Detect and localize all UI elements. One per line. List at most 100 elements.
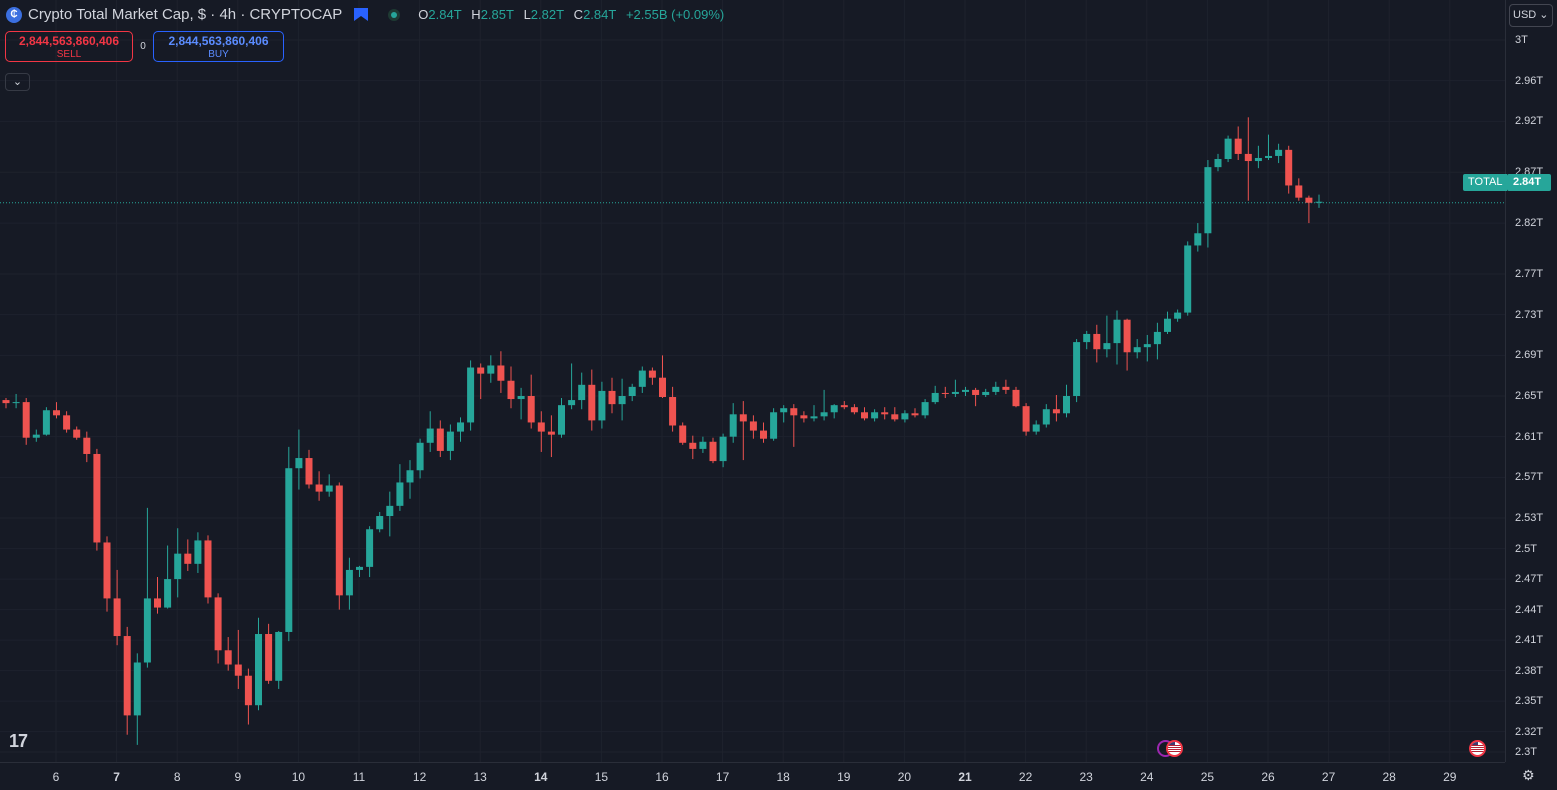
candle [194,532,202,573]
candle-body [941,392,949,394]
candle [1244,117,1252,201]
tradingview-logo[interactable]: 17 [9,731,28,751]
candle-body [790,408,798,416]
collapse-legend-button[interactable]: ⌄ [5,73,30,91]
candle [982,388,990,398]
x-tick-label: 10 [291,770,306,784]
candle [537,411,545,452]
gear-icon[interactable]: ⚙ [1522,767,1535,783]
candle-body [1002,386,1010,390]
candle [638,366,646,393]
candle [659,355,666,399]
candle-body [204,540,212,598]
y-tick-label: 2.38T [1515,664,1544,677]
chart-area[interactable] [0,0,1505,762]
candle-body [1305,197,1313,203]
x-tick-label: 8 [173,770,181,784]
candle-body [244,675,252,706]
candle [1012,386,1020,408]
candle [780,405,788,423]
x-tick-label: 13 [473,770,487,784]
candle [1275,143,1283,164]
candle-body [285,468,293,632]
candle [1133,339,1141,359]
candle-body [42,410,50,435]
candle [830,404,838,419]
candle-body [1244,153,1252,162]
flag-icon[interactable] [354,8,369,21]
y-tick-label: 2.32T [1515,725,1544,738]
candle [1174,309,1182,322]
chevron-down-icon: ⌄ [12,76,23,88]
candle-body [73,429,81,438]
candle-body [1214,159,1222,168]
candle-body [598,390,606,421]
candle-body [335,485,343,596]
candle [739,401,747,461]
candle [558,398,565,438]
candle-body [1073,342,1081,396]
candle-body [992,386,1000,392]
candle [1285,145,1293,194]
buy-button[interactable]: 2,844,563,860,406 BUY [153,31,284,62]
candle [477,363,485,400]
candle [436,420,444,458]
candle-body [921,402,929,416]
candle [356,565,363,578]
candle [376,511,384,533]
candle [255,617,262,711]
candle [103,536,111,612]
candle [1123,318,1131,371]
candle [962,386,969,396]
candle-body [53,410,60,416]
y-tick-label: 2.65T [1515,390,1544,402]
x-tick-label: 23 [1079,770,1093,784]
candle-body [123,636,131,716]
candle [618,378,626,421]
currency-selector[interactable]: USD ⌄ [1509,4,1553,27]
candle-body [1204,167,1212,234]
x-tick-label: 9 [234,770,242,784]
candle-body [547,431,555,435]
candle [83,431,91,463]
time-axis[interactable]: 6 7 8 9 10 11 12 13 14 15 16 17 18 19 20 21 22 23 24 25 26 27… [0,762,1505,790]
x-tick-label: 11 [352,770,366,784]
candle [729,403,737,443]
candle-body [164,579,172,608]
candle-body [497,365,505,381]
candle [113,569,121,646]
y-tick-label: 2.53T [1515,512,1544,525]
candle-body [578,384,586,401]
candle [295,429,303,490]
candle-body [1032,424,1040,432]
candle-body [1143,344,1151,348]
candle-body [911,413,919,416]
candle-body [224,650,232,665]
us-flag-event-icon[interactable] [1469,740,1486,757]
candlestick-plot[interactable] [0,0,1505,762]
candle-body [214,597,222,651]
price-axis[interactable]: 3T 2.96T 2.92T 2.87T 2.82T 2.77T 2.73T 2.69T 2.6… [1505,0,1557,762]
us-flag-event-icon[interactable] [1166,740,1183,757]
candle [32,429,40,442]
candle-body [305,458,313,485]
candle-body [628,386,636,396]
candle [406,460,414,499]
candle-body [487,365,495,374]
market-status-dot[interactable] [388,8,401,21]
candle-body [386,505,394,517]
sell-button[interactable]: 2,844,563,860,406 SELL [5,31,133,62]
candle-body [780,408,788,413]
candle-body [1012,389,1020,407]
candle-body [1254,157,1262,162]
candle [22,398,30,445]
candle-body [760,430,767,439]
candle-body [436,428,444,451]
candle-body [396,482,404,506]
candle-body [588,384,596,421]
candle [820,389,828,421]
chart-title: Crypto Total Market Cap, $ · 4h · CRYPTO… [28,6,343,23]
candle-body [154,598,161,608]
spread-value: 0 [140,41,146,52]
candle-body [962,389,969,392]
